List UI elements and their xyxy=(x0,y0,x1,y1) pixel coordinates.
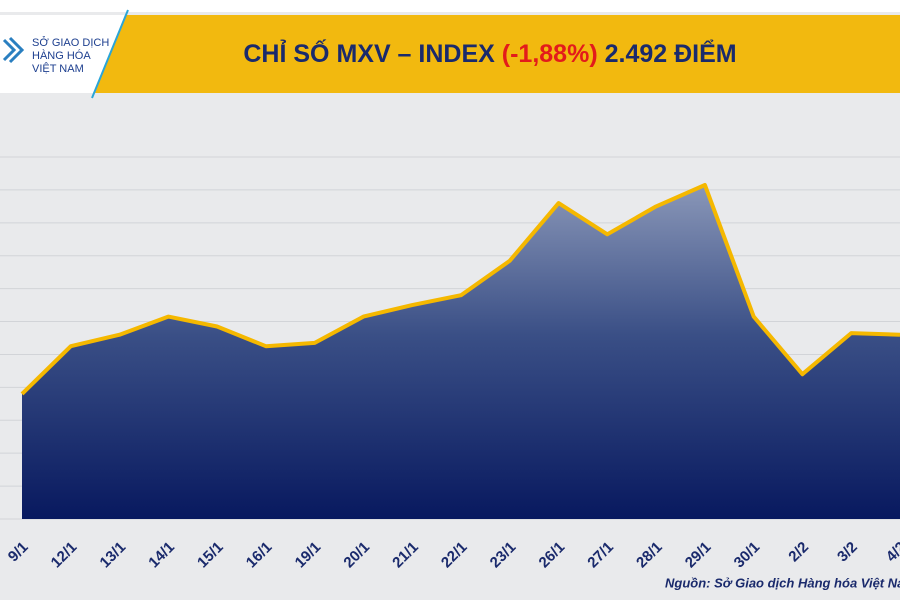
logo-text: HÀNG HÓA xyxy=(32,49,91,62)
logo-text: SỞ GIAO DỊCH xyxy=(32,36,109,49)
top-strip xyxy=(0,0,900,12)
logo-box xyxy=(0,15,125,93)
title-value: 2.492 ĐIỂM xyxy=(605,39,737,68)
area xyxy=(22,185,900,519)
logo-text: VIỆT NAM xyxy=(32,62,84,75)
logo-icon xyxy=(2,36,25,64)
title-change: (-1,88%) xyxy=(502,40,598,68)
source: Nguồn: Sở Giao dịch Hàng hóa Việt Nam xyxy=(665,575,900,590)
logo-accent xyxy=(91,9,129,99)
header-band xyxy=(85,15,900,93)
title-main: CHỈ SỐ MXV – INDEX xyxy=(243,38,495,68)
chart-title: CHỈ SỐ MXV – INDEX (-1,88%) 2.492 ĐIỂM xyxy=(243,38,736,68)
line xyxy=(20,183,900,396)
